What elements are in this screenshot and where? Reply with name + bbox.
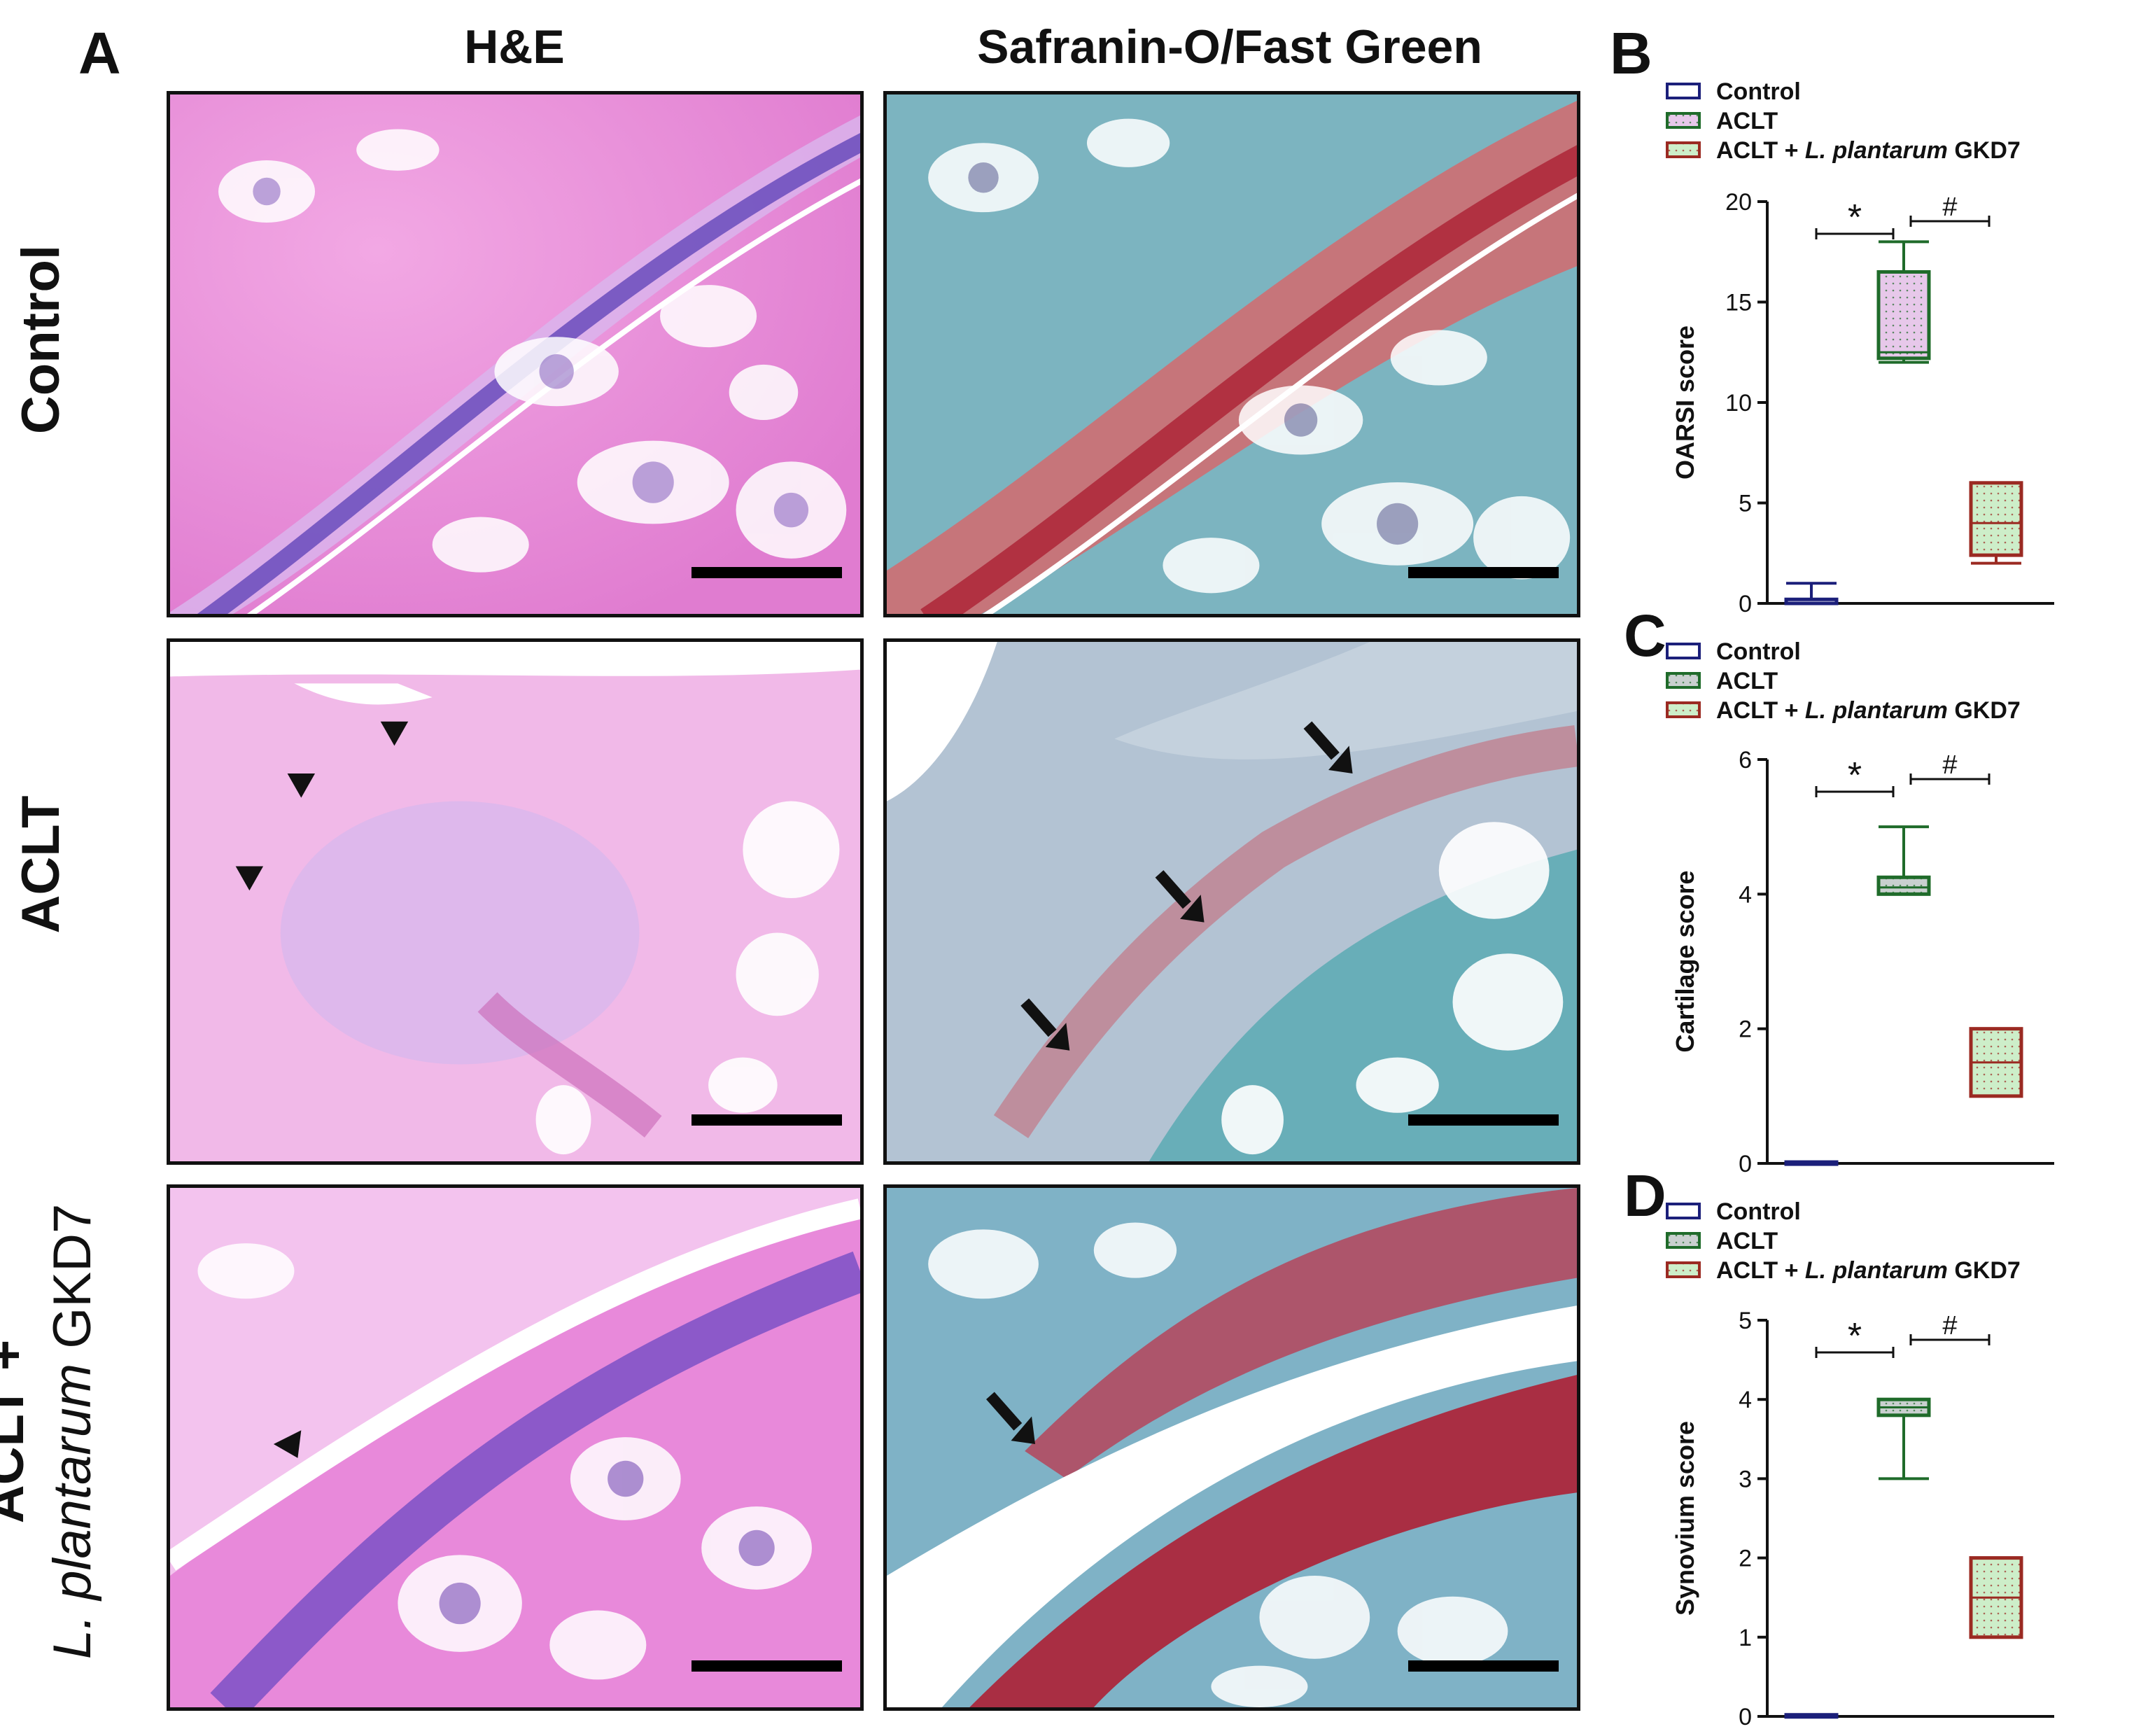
- significance-star: *: [1848, 755, 1862, 796]
- y-axis-label: Cartilage score: [1671, 870, 1699, 1052]
- column-title-sofg: Safranin-O/Fast Green: [977, 20, 1482, 74]
- y-tick-label: 4: [1739, 1387, 1752, 1413]
- scale-bar: [692, 1114, 842, 1126]
- legend-swatch: [1666, 1203, 1701, 1219]
- panel-letter-c: C: [1624, 603, 1666, 668]
- row-label-control: Control: [11, 244, 71, 435]
- row-label-treated-rest: GKD7: [43, 1203, 102, 1364]
- y-tick-label: 0: [1739, 591, 1752, 617]
- legend-swatch: [1666, 112, 1701, 129]
- legend-label-aclt: ACLT: [1716, 1228, 1778, 1254]
- box-control: [1784, 582, 1839, 606]
- significance-hash: #: [1942, 192, 1957, 222]
- row-label-treated-line2: L. plantarum GKD7: [39, 1186, 106, 1676]
- y-tick-label: 3: [1739, 1466, 1752, 1492]
- legend-swatch: [1666, 643, 1701, 659]
- box-plot-oarsi: Control ACLT ACLT + L. plantarum GKD7 0 5 10 1…: [1666, 78, 2054, 617]
- box-treated: [1969, 1556, 2023, 1639]
- significance-hash: #: [1942, 1311, 1957, 1340]
- legend-label-treated-italic: L. plantarum: [1805, 697, 1948, 724]
- legend-swatch: [1666, 83, 1701, 99]
- legend-swatch: [1666, 141, 1701, 158]
- legend-label-treated-prefix: ACLT +: [1716, 697, 1805, 724]
- scale-bar: [692, 1660, 842, 1672]
- y-tick-label: 0: [1739, 1704, 1752, 1730]
- legend-label-treated-italic: L. plantarum: [1805, 137, 1948, 164]
- significance-star: *: [1848, 1316, 1862, 1357]
- box-iqr: [1876, 875, 1931, 896]
- legend-label-treated: ACLT + L. plantarum GKD7: [1716, 697, 2021, 724]
- significance-hash: #: [1942, 750, 1957, 780]
- y-tick-label: 6: [1739, 747, 1752, 774]
- y-tick-label: 0: [1739, 1151, 1752, 1177]
- legend-label-aclt: ACLT: [1716, 108, 1778, 134]
- y-tick-label: 15: [1725, 290, 1752, 316]
- y-tick-label: 5: [1739, 491, 1752, 517]
- micrograph-control-sofg: [883, 91, 1580, 617]
- row-label-treated: ACLT + L. plantarum GKD7: [0, 1186, 112, 1676]
- scale-bar: [692, 567, 842, 578]
- box-treated: [1969, 1027, 2023, 1098]
- significance-star: *: [1848, 197, 1862, 238]
- legend-label-control: Control: [1716, 1198, 1801, 1225]
- legend-label-treated-suffix: GKD7: [1948, 137, 2021, 164]
- legend-label-treated-suffix: GKD7: [1948, 697, 2021, 724]
- box-plot-synovium: Control ACLT ACLT + L. plantarum GKD7 0 1 2 3 4…: [1666, 1198, 2054, 1730]
- box-treated: [1969, 481, 2023, 565]
- panel-letter-d: D: [1624, 1163, 1666, 1228]
- y-tick-label: 10: [1725, 390, 1752, 416]
- box-iqr: [1969, 481, 2023, 557]
- legend-label-treated-italic: L. plantarum: [1805, 1257, 1948, 1284]
- y-tick-label: 20: [1725, 189, 1752, 216]
- legend-label-control: Control: [1716, 638, 1801, 665]
- legend-swatch: [1666, 672, 1701, 689]
- y-tick-label: 4: [1739, 881, 1752, 908]
- box-iqr: [1876, 270, 1931, 360]
- legend-swatch: [1666, 1232, 1701, 1249]
- y-axis-label: OARSI score: [1671, 326, 1699, 479]
- row-label-treated-italic: L. plantarum: [43, 1363, 102, 1660]
- micrograph-treated-he: [167, 1184, 864, 1711]
- box-aclt: [1876, 240, 1931, 364]
- legend-label-treated: ACLT + L. plantarum GKD7: [1716, 137, 2021, 164]
- column-title-he: H&E: [464, 20, 565, 74]
- legend: Control ACLT ACLT + L. plantarum GKD7: [1666, 1198, 2021, 1284]
- legend-label-treated-suffix: GKD7: [1948, 1257, 2021, 1284]
- micrograph-control-he: [167, 91, 864, 617]
- micrograph-aclt-he: [167, 638, 864, 1165]
- legend-label-control: Control: [1716, 78, 1801, 105]
- legend-swatch: [1666, 1261, 1701, 1278]
- scale-bar: [1408, 1660, 1559, 1672]
- legend: Control ACLT ACLT + L. plantarum GKD7: [1666, 78, 2021, 164]
- scale-bar: [1408, 567, 1559, 578]
- legend-label-treated: ACLT + L. plantarum GKD7: [1716, 1257, 2021, 1284]
- micrograph-treated-sofg: [883, 1184, 1580, 1711]
- legend-label-aclt: ACLT: [1716, 668, 1778, 694]
- box-control: [1784, 1713, 1839, 1719]
- scale-bar: [1408, 1114, 1559, 1126]
- row-label-aclt: ACLT: [11, 795, 71, 934]
- row-label-treated-line1: ACLT +: [0, 1340, 35, 1524]
- micrograph-aclt-sofg: [883, 638, 1580, 1165]
- box-plot-cartilage: Control ACLT ACLT + L. plantarum GKD7 0 2 4 6 C…: [1666, 638, 2054, 1177]
- y-tick-label: 2: [1739, 1546, 1752, 1572]
- box-aclt: [1876, 825, 1931, 896]
- legend-label-treated-prefix: ACLT +: [1716, 1257, 1805, 1284]
- panel-letter-a: A: [78, 20, 121, 86]
- legend-label-treated-prefix: ACLT +: [1716, 137, 1805, 164]
- y-tick-label: 2: [1739, 1016, 1752, 1043]
- y-tick-label: 1: [1739, 1625, 1752, 1651]
- legend: Control ACLT ACLT + L. plantarum GKD7: [1666, 638, 2021, 724]
- y-tick-label: 5: [1739, 1308, 1752, 1334]
- box-control: [1784, 1160, 1839, 1166]
- panel-letter-b: B: [1610, 20, 1652, 86]
- y-axis-label: Synovium score: [1671, 1421, 1699, 1616]
- box-aclt: [1876, 1397, 1931, 1480]
- legend-swatch: [1666, 701, 1701, 718]
